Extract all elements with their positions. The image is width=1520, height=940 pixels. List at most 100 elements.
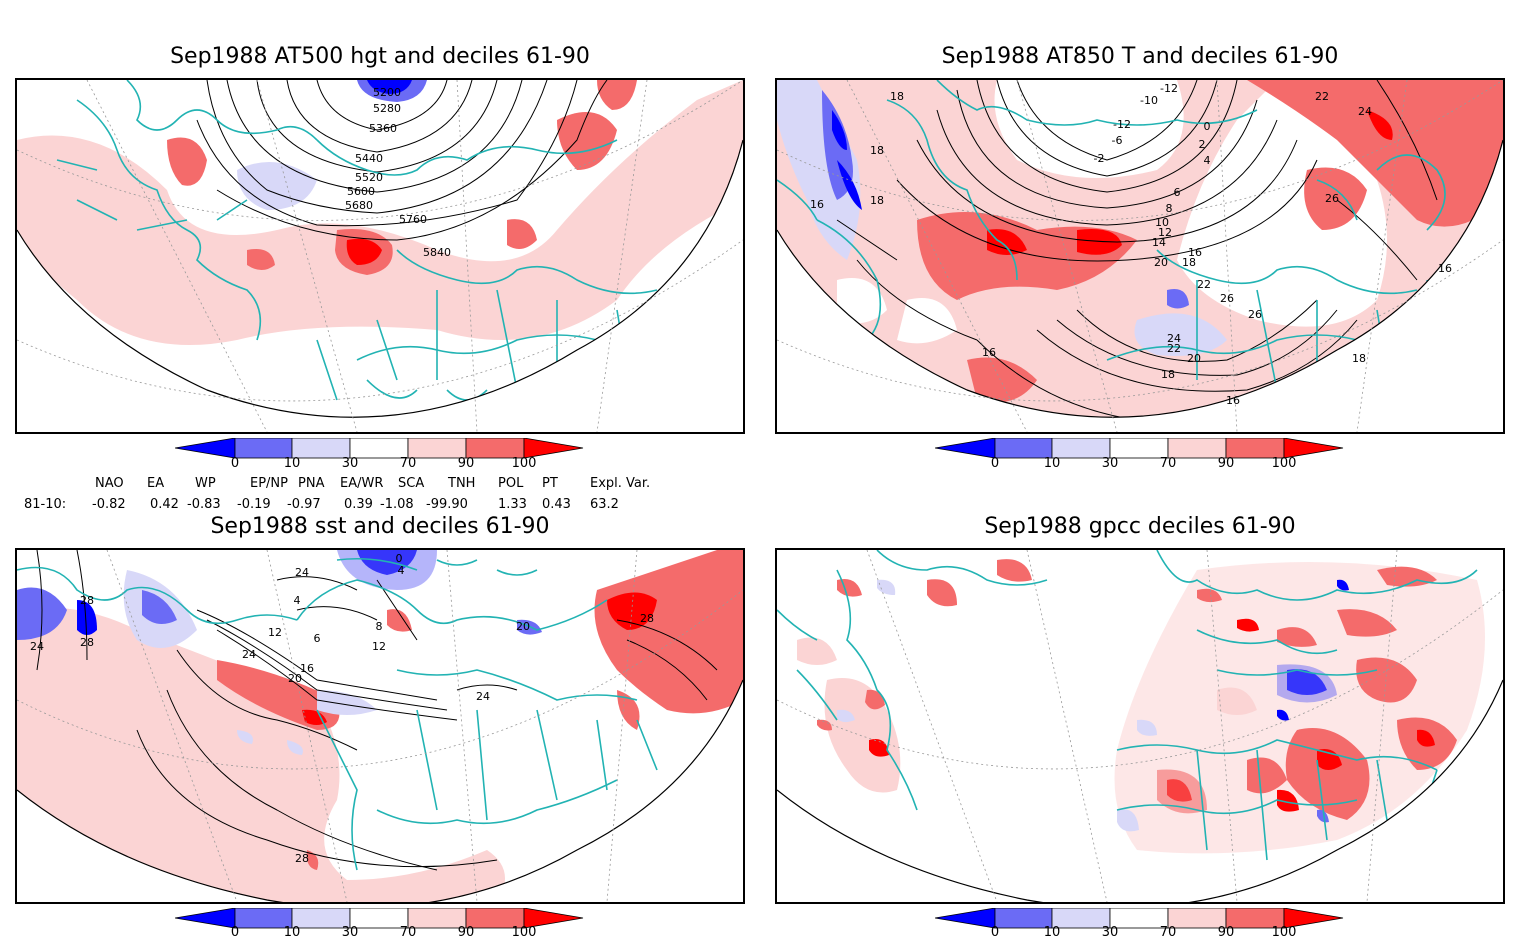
index-row-label: 81-10: xyxy=(24,497,67,512)
contour-label: 16 xyxy=(1188,246,1202,259)
index-value: -0.82 xyxy=(92,497,126,512)
map-panel-t850: -12 -10 -12 -6 -2 0 2 4 6 8 10 12 14 16 … xyxy=(775,78,1505,434)
contour-label: 4 xyxy=(294,594,301,607)
index-header: PNA xyxy=(298,476,325,491)
map-panel-gpcc xyxy=(775,548,1505,904)
colorbar-label: 100 xyxy=(511,925,537,940)
map-panel-sst: 24 28 28 24 4 0 4 12 8 6 12 16 20 24 24 … xyxy=(15,548,745,904)
contour-label: 0 xyxy=(1204,120,1211,133)
colorbar-hgt500: 0 10 30 70 90 100 xyxy=(174,437,585,478)
colorbar-label: 100 xyxy=(511,456,537,471)
contour-label: 16 xyxy=(1438,262,1452,275)
map-gpcc xyxy=(777,550,1503,902)
contour-label: 16 xyxy=(300,662,314,675)
contour-label: 28 xyxy=(640,612,654,625)
contour-label: 28 xyxy=(80,636,94,649)
index-header: POL xyxy=(498,476,524,491)
contour-label: 5680 xyxy=(345,199,373,212)
contour-label: 16 xyxy=(1226,394,1240,407)
contour-label: 4 xyxy=(1204,154,1211,167)
colorbar-gpcc: 0 10 30 70 90 100 xyxy=(934,907,1345,940)
contour-label: 28 xyxy=(295,852,309,865)
colorbar-label: 0 xyxy=(230,925,240,940)
index-header: TNH xyxy=(448,476,476,491)
colorbar-label: 0 xyxy=(990,925,1000,940)
colorbar-label: 0 xyxy=(990,456,1000,471)
contour-label: 16 xyxy=(982,346,996,359)
contour-label: 12 xyxy=(1158,226,1172,239)
contour-label: 26 xyxy=(1325,192,1339,205)
contour-label: 5840 xyxy=(423,246,451,259)
contour-label: 18 xyxy=(890,90,904,103)
contour-label: 18 xyxy=(1182,256,1196,269)
map-panel-hgt500: 5200 5280 5360 5440 5520 5600 5680 5760 … xyxy=(15,78,745,434)
contour-label: -12 xyxy=(1113,118,1131,131)
colorbar-swatches xyxy=(934,437,1344,459)
contour-label: 14 xyxy=(1152,236,1166,249)
colorbar-swatches xyxy=(174,437,584,459)
panel-title-t850: Sep1988 AT850 T and deciles 61-90 xyxy=(941,44,1339,69)
contour-label: -2 xyxy=(1094,152,1105,165)
contour-label: 24 xyxy=(30,640,44,653)
index-value: -0.97 xyxy=(287,497,321,512)
index-header: WP xyxy=(195,476,216,491)
colorbar-label: 90 xyxy=(1217,925,1235,940)
contour-label: 24 xyxy=(1167,332,1181,345)
index-header: EA xyxy=(147,476,165,491)
contour-label: 10 xyxy=(1155,216,1169,229)
contour-label: 5760 xyxy=(399,213,427,226)
colorbar-label: 10 xyxy=(1043,456,1061,471)
colorbar-label: 100 xyxy=(1271,456,1297,471)
index-value: -1.08 xyxy=(380,497,414,512)
colorbar-label: 30 xyxy=(1101,925,1119,940)
colorbar-t850: 0 10 30 70 90 100 xyxy=(934,437,1345,478)
contour-label: 5520 xyxy=(355,171,383,184)
contour-label: 5280 xyxy=(373,102,401,115)
contour-label: 0 xyxy=(396,552,403,565)
contour-label: 24 xyxy=(242,648,256,661)
contour-label: 24 xyxy=(295,566,309,579)
contour-label: 24 xyxy=(476,690,490,703)
contour-label: -10 xyxy=(1140,94,1158,107)
index-header: PT xyxy=(542,476,558,491)
colorbar-label: 10 xyxy=(283,456,301,471)
colorbar-label: 70 xyxy=(1159,925,1177,940)
contour-label: 26 xyxy=(1220,292,1234,305)
index-header: SCA xyxy=(398,476,425,491)
contour-label: 18 xyxy=(870,194,884,207)
index-value: 0.42 xyxy=(150,497,179,512)
colorbar-swatches xyxy=(934,907,1344,929)
index-value: 63.2 xyxy=(590,497,619,512)
contour-label: 24 xyxy=(1358,105,1372,118)
contour-label: 22 xyxy=(1197,278,1211,291)
colorbar-sst: 0 10 30 70 90 100 xyxy=(174,907,585,940)
contour-label: -6 xyxy=(1112,134,1123,147)
contour-label: 8 xyxy=(1166,202,1173,215)
contour-label: -12 xyxy=(1160,82,1178,95)
contour-label: 5600 xyxy=(347,185,375,198)
contour-label: 20 xyxy=(288,672,302,685)
contour-label: 20 xyxy=(1154,256,1168,269)
colorbar-label: 0 xyxy=(230,456,240,471)
index-header: NAO xyxy=(95,476,124,491)
index-header: EA/WR xyxy=(340,476,384,491)
colorbar-label: 30 xyxy=(341,456,359,471)
contour-label: 20 xyxy=(516,620,530,633)
contour-label: 22 xyxy=(1167,342,1181,355)
contour-label: 4 xyxy=(398,564,405,577)
contour-label: 5440 xyxy=(355,152,383,165)
colorbar-label: 30 xyxy=(1101,456,1119,471)
map-hgt500: 5200 5280 5360 5440 5520 5600 5680 5760 … xyxy=(17,80,743,432)
colorbar-label: 90 xyxy=(457,925,475,940)
index-header: Expl. Var. xyxy=(590,476,651,491)
contour-label: 5200 xyxy=(373,86,401,99)
panel-title-gpcc: Sep1988 gpcc deciles 61-90 xyxy=(984,514,1296,539)
index-header: EP/NP xyxy=(250,476,288,491)
map-sst: 24 28 28 24 4 0 4 12 8 6 12 16 20 24 24 … xyxy=(17,550,743,902)
contour-label: 18 xyxy=(870,144,884,157)
colorbar-label: 10 xyxy=(1043,925,1061,940)
contour-label: 6 xyxy=(314,632,321,645)
contour-label: 12 xyxy=(372,640,386,653)
contour-label: 12 xyxy=(268,626,282,639)
contour-label: 8 xyxy=(376,620,383,633)
